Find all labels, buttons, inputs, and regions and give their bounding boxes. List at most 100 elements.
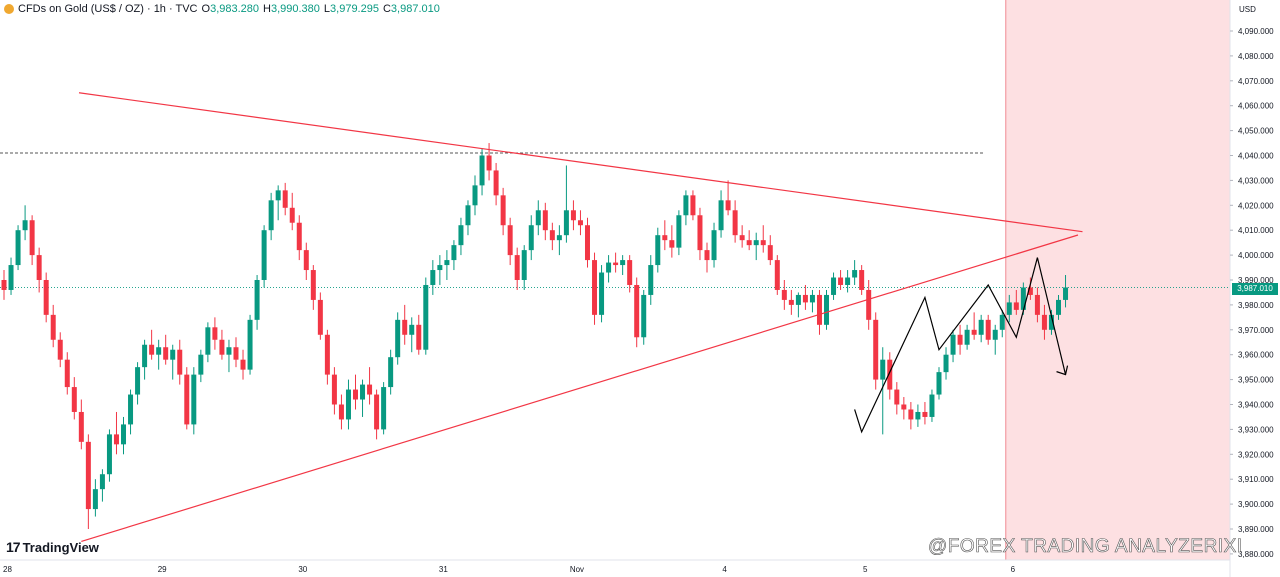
candle-body [746, 240, 752, 246]
candle-body [901, 404, 907, 410]
candle-body [676, 215, 682, 248]
candle-body [92, 489, 98, 510]
zigzag-projection [854, 257, 1067, 434]
time-tick-label: 4 [722, 565, 727, 574]
candle-body [113, 434, 119, 445]
candle-body [430, 270, 436, 285]
candle-body [739, 235, 745, 241]
candle-body [99, 474, 105, 490]
candle-body [535, 210, 541, 226]
candle-body [711, 230, 717, 261]
candle-body [795, 294, 801, 305]
candle-body [1006, 302, 1012, 315]
candle-body [472, 185, 478, 206]
candle-body [22, 220, 28, 231]
high-key: H [263, 3, 271, 15]
symbol-legend: CFDs on Gold (US$ / OZ) · 1h · TVC O3,98… [4, 3, 440, 15]
time-tick-label: 31 [439, 565, 448, 574]
candle-body [725, 200, 731, 211]
candle-body [507, 225, 513, 256]
candle-body [774, 260, 780, 290]
candle-body [437, 265, 443, 271]
candle-body [873, 319, 879, 380]
close-value: 3,987.010 [390, 3, 440, 15]
candle-body [36, 255, 42, 280]
candle-body [563, 210, 569, 236]
candle-body [577, 220, 583, 226]
candle-body [992, 329, 998, 340]
candle-body [493, 170, 499, 196]
candle-body [880, 359, 886, 380]
candle-body [163, 347, 169, 360]
candle-body [170, 349, 176, 360]
candle-body [205, 327, 211, 355]
candle-body [465, 205, 471, 226]
candle-body [353, 389, 358, 400]
candle-body [718, 200, 724, 231]
candle-body [374, 394, 380, 430]
candle-body [929, 394, 935, 417]
candle-body [599, 272, 605, 315]
triangle-upper-line [78, 92, 1083, 233]
tradingview-logo[interactable]: 17 TradingView [6, 539, 99, 555]
candle-body [226, 347, 232, 355]
candle-body [367, 384, 373, 395]
candle-body [128, 394, 134, 425]
candle-body [395, 319, 401, 358]
time-tick-label: 6 [1011, 565, 1016, 574]
candle-body [1063, 287, 1069, 300]
symbol-title[interactable]: CFDs on Gold (US$ / OZ) · 1h · TVC [18, 3, 198, 15]
candle-body [613, 262, 619, 266]
price-tick-label: 3,980.000 [1238, 301, 1274, 310]
price-tick-label: 3,880.000 [1238, 550, 1274, 559]
candle-body [662, 235, 668, 241]
candle-body [936, 372, 942, 395]
candle-body [296, 222, 302, 251]
time-tick-label: 30 [298, 565, 307, 574]
tradingview-mark-icon: 17 [6, 539, 21, 555]
candle-body [627, 260, 633, 285]
candle-body [592, 260, 598, 315]
candle-body [845, 277, 851, 285]
close-key: C [382, 3, 391, 15]
candle-body [978, 319, 984, 335]
price-tick-label: 3,900.000 [1238, 500, 1274, 509]
candle-body [641, 294, 647, 338]
candle-body [444, 260, 450, 266]
candle-body [8, 265, 14, 290]
candle-body [521, 250, 527, 280]
candle-body [142, 344, 148, 368]
candle-body [887, 359, 893, 390]
candle-body [999, 314, 1005, 330]
candle-body [620, 260, 626, 266]
candle-body [57, 339, 63, 360]
candle-body [866, 289, 872, 320]
candle-body [402, 319, 408, 335]
candle-body [542, 210, 548, 231]
candle-body [1034, 294, 1040, 315]
candle-body [71, 387, 77, 412]
candle-body [50, 314, 56, 340]
candle-body [78, 411, 84, 442]
candle-body [915, 411, 921, 420]
candle-body [43, 280, 49, 315]
price-tick-label: 4,080.000 [1238, 52, 1274, 61]
candle-body [254, 280, 260, 320]
candle-body [767, 245, 773, 261]
candle-body [275, 190, 281, 201]
candle-body [458, 225, 464, 246]
price-tick-label: 3,910.000 [1238, 475, 1274, 484]
price-tick-label: 4,010.000 [1238, 226, 1274, 235]
time-tick-label: Nov [570, 565, 584, 574]
candle-body [479, 155, 485, 186]
candle-body [212, 327, 218, 340]
candle-body [556, 235, 562, 241]
candle-body [240, 359, 246, 370]
candle-body [451, 245, 457, 261]
candle-body [732, 210, 738, 236]
candle-body [606, 262, 612, 273]
price-tick-label: 4,050.000 [1238, 127, 1274, 136]
price-tick-label: 3,990.000 [1238, 276, 1274, 285]
candle-body [324, 334, 330, 375]
